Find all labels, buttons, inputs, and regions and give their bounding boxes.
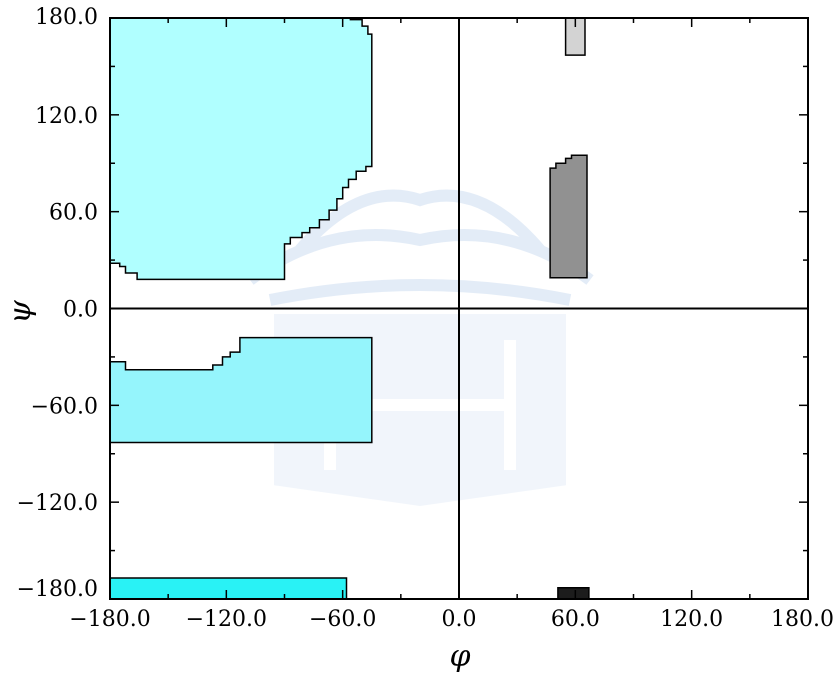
x-tick-label: 0.0	[442, 607, 477, 632]
region-upper-left	[109, 17, 373, 281]
y-tick-label: −120.0	[17, 491, 98, 516]
y-tick-labels: −180.0 −120.0 −60.0 0.0 60.0 120.0 180.0	[17, 5, 98, 602]
x-tick-labels: −180.0 −120.0 −60.0 0.0 60.0 120.0 180.0	[69, 607, 834, 632]
x-tick-label: −180.0	[69, 607, 150, 632]
y-tick-label: 0.0	[63, 298, 98, 323]
x-axis-label: φ	[449, 639, 470, 674]
x-tick-label: 180.0	[771, 607, 834, 632]
regions-layer	[109, 17, 590, 600]
region-bottom-left-bar	[109, 577, 348, 600]
x-tick-label: 120.0	[660, 607, 723, 632]
x-tick-label: −60.0	[309, 607, 376, 632]
x-tick-label: 60.0	[551, 607, 600, 632]
y-tick-label: 120.0	[35, 104, 98, 129]
zero-lines	[110, 18, 808, 599]
tick-marks	[109, 17, 809, 600]
y-tick-label: −180.0	[17, 577, 98, 602]
y-tick-label: 60.0	[49, 201, 98, 226]
y-axis-label: ψ	[3, 300, 38, 324]
x-tick-label: −120.0	[186, 607, 267, 632]
region-black-bottom	[557, 586, 590, 600]
y-tick-label: 180.0	[35, 5, 98, 30]
y-tick-label: −60.0	[31, 394, 98, 419]
region-middle-left	[109, 336, 373, 444]
region-grey-right	[549, 154, 588, 279]
